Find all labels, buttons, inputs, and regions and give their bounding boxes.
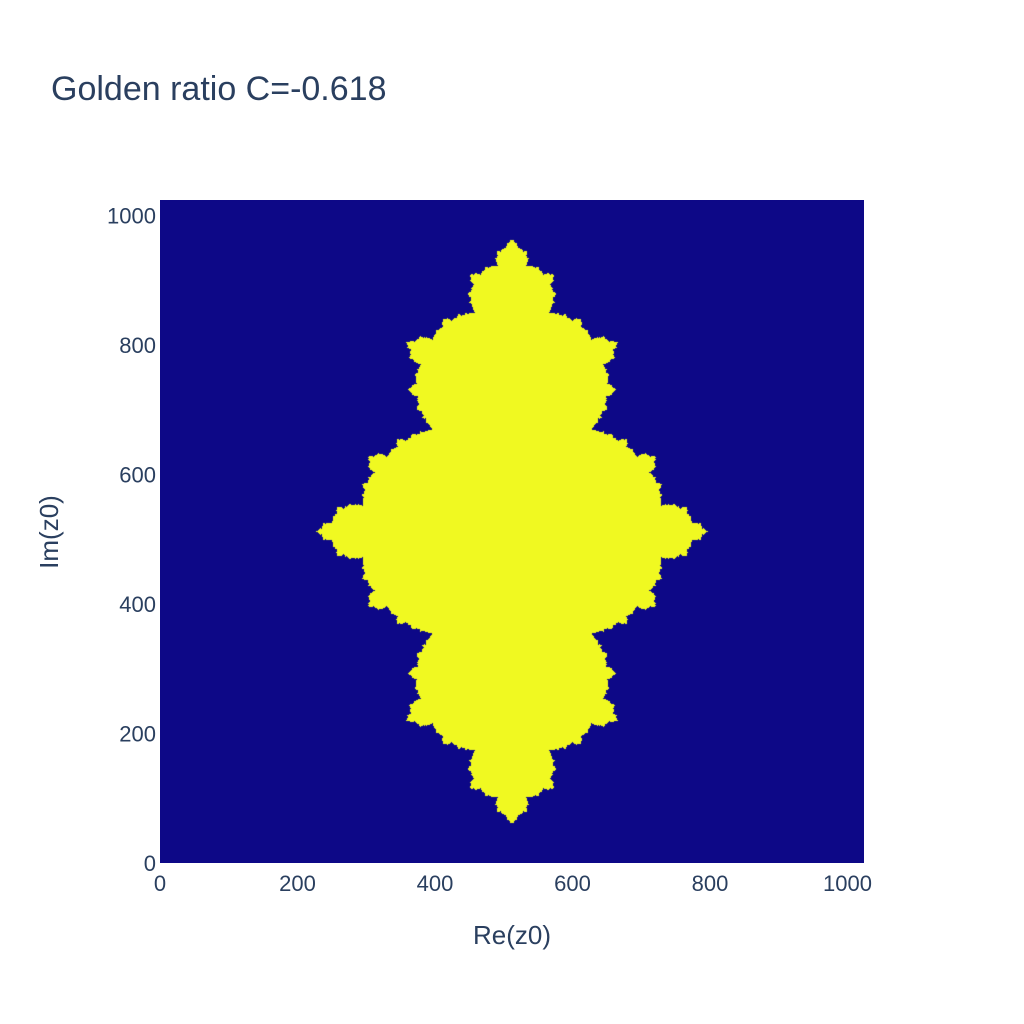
x-axis-ticks: 0 200 400 600 800 1000 bbox=[154, 871, 872, 896]
julia-set-heatmap[interactable] bbox=[160, 200, 864, 863]
x-tick-label: 0 bbox=[154, 871, 166, 896]
y-tick-label: 400 bbox=[119, 592, 156, 617]
x-tick-label: 400 bbox=[417, 871, 454, 896]
y-axis-title: Im(z0) bbox=[34, 495, 64, 569]
y-tick-label: 800 bbox=[119, 333, 156, 358]
y-tick-label: 600 bbox=[119, 463, 156, 488]
x-tick-label: 800 bbox=[692, 871, 729, 896]
y-tick-label: 0 bbox=[144, 851, 156, 876]
chart-title: Golden ratio C=-0.618 bbox=[51, 70, 386, 108]
x-axis-title: Re(z0) bbox=[473, 920, 551, 950]
x-tick-label: 1000 bbox=[823, 871, 872, 896]
x-tick-label: 600 bbox=[554, 871, 591, 896]
y-tick-label: 200 bbox=[119, 722, 156, 747]
plot-area[interactable] bbox=[160, 200, 864, 863]
y-tick-label: 1000 bbox=[107, 204, 156, 229]
y-axis-ticks: 0 200 400 600 800 1000 bbox=[107, 204, 156, 876]
x-tick-label: 200 bbox=[279, 871, 316, 896]
